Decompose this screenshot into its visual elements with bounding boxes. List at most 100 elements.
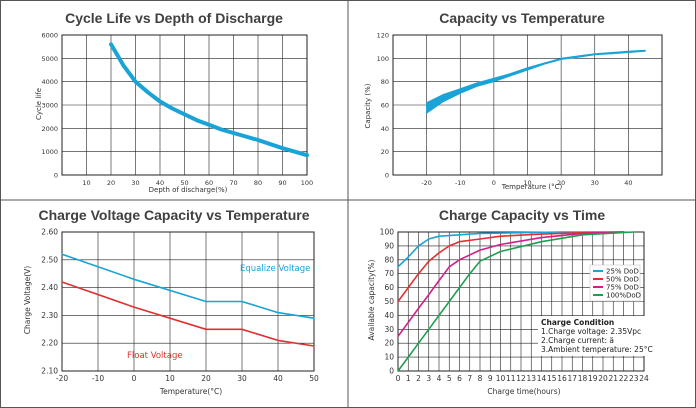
- y-tick-label: 1000: [41, 148, 58, 156]
- panel4-xlabel: Charge time(hours): [487, 387, 560, 396]
- y-tick-label: 80: [384, 255, 394, 264]
- x-tick-label: 80: [254, 179, 262, 187]
- x-tick-label: 12: [516, 374, 526, 383]
- series-line: [109, 42, 309, 158]
- series-50-dod: [397, 231, 625, 303]
- x-tick-label: 60: [205, 179, 213, 187]
- panel2-title: Capacity vs Temperature: [439, 10, 605, 26]
- x-tick-label: 0: [396, 374, 401, 383]
- equalize-voltage-label: Equalize Voltage: [240, 264, 310, 274]
- y-tick-label: 2.60: [41, 228, 58, 237]
- panel3-title: Charge Voltage Capacity vs Temperature: [38, 207, 309, 223]
- x-tick-label: 1: [406, 374, 411, 383]
- x-tick-label: 5: [447, 374, 452, 383]
- y-tick-label: 2000: [41, 125, 58, 133]
- x-tick-label: 30: [237, 374, 247, 383]
- x-tick-label: 8: [478, 374, 483, 383]
- x-tick-label: -20: [421, 179, 432, 187]
- panel1-plot: 0 1000 2000 3000 4000 5000 6000 10 20 30 40 50 60 70 8…: [41, 32, 313, 188]
- x-tick-label: 30: [591, 179, 599, 187]
- y-tick-label: 2.20: [41, 339, 58, 348]
- x-tick-label: 20: [557, 179, 565, 187]
- x-tick-label: 40: [624, 179, 632, 187]
- y-tick-label: 30: [384, 325, 394, 334]
- y-tick-label: 3000: [41, 102, 58, 110]
- x-tick-label: 24: [639, 374, 649, 383]
- x-tick-label: 0: [492, 179, 496, 187]
- series-25-dod: [397, 231, 625, 268]
- panel4-title: Charge Capacity vs Time: [439, 207, 605, 223]
- x-tick-label: 19: [588, 374, 598, 383]
- panel2-plot: 0 20 40 60 80 100 120 -20 -10 0 10 20 30 40: [377, 32, 663, 187]
- legend-label-100: 100%DoD: [606, 292, 641, 300]
- y-tick-label: 2.50: [41, 255, 58, 264]
- x-tick-label: 20: [107, 179, 115, 187]
- x-tick-label: 20: [598, 374, 608, 383]
- y-tick-label: 40: [381, 125, 389, 133]
- x-tick-label: 100: [301, 179, 313, 187]
- x-tick-label: 30: [131, 179, 139, 187]
- x-tick-label: 70: [229, 179, 237, 187]
- x-tick-label: 3: [426, 374, 431, 383]
- x-tick-label: 40: [156, 179, 164, 187]
- x-tick-label: 15: [547, 374, 557, 383]
- x-tick-label: -20: [56, 374, 68, 383]
- panel4-legend: 25% DoD 50% DoD 75% DoD 100%DoD: [589, 264, 641, 302]
- x-tick-label: 16: [557, 374, 567, 383]
- panel4-ylabel: Available capacity(%): [367, 259, 376, 340]
- charge-condition-title: Charge Condition: [541, 318, 614, 327]
- x-tick-label: 2: [416, 374, 421, 383]
- x-tick-label: -10: [92, 374, 104, 383]
- y-tick-label: 40: [384, 311, 394, 320]
- y-tick-label: 10: [384, 353, 394, 362]
- charge-condition-line-2: 2.Charge current: ä: [541, 336, 614, 345]
- x-tick-label: -10: [455, 179, 466, 187]
- y-tick-label: 0: [385, 172, 389, 180]
- charge-condition-line-1: 1.Charge voltage: 2.35Vpc: [541, 327, 641, 336]
- y-tick-label: 60: [381, 102, 389, 110]
- x-tick-label: 50: [309, 374, 319, 383]
- y-tick-label: 120: [377, 32, 389, 40]
- capacity-band: [426, 49, 646, 114]
- y-tick-label: 2.30: [41, 311, 58, 320]
- y-tick-label: 2.40: [41, 283, 58, 292]
- y-tick-label: 90: [384, 241, 394, 250]
- legend-label-75: 75% DoD: [606, 284, 639, 292]
- x-tick-label: 13: [526, 374, 536, 383]
- x-tick-label: 20: [201, 374, 211, 383]
- y-tick-label: 5000: [41, 55, 58, 63]
- legend-label-25: 25% DoD: [606, 268, 639, 276]
- y-tick-label: 100: [377, 55, 389, 63]
- x-tick-label: 23: [629, 374, 639, 383]
- x-tick-label: 90: [278, 179, 286, 187]
- x-tick-label: 10: [523, 179, 531, 187]
- panel1-ylabel: Cycle life: [35, 88, 43, 120]
- plot-area: [61, 231, 315, 372]
- x-tick-label: 10: [165, 374, 175, 383]
- y-tick-label: 6000: [41, 32, 58, 40]
- panel2-xlabel: Temperature (°C): [501, 183, 563, 191]
- y-tick-label: 20: [381, 148, 389, 156]
- x-tick-label: 4: [437, 374, 442, 383]
- panel3-xlabel: Temperature(°C): [159, 387, 222, 396]
- series-equalize-voltage: [61, 253, 315, 320]
- x-tick-label: 10: [496, 374, 506, 383]
- y-tick-label: 0: [389, 367, 394, 376]
- panel3-ylabel: Charge Voltage(V): [23, 266, 32, 334]
- y-tick-label: 2.10: [41, 367, 58, 376]
- series-float-voltage: [61, 281, 315, 347]
- x-tick-label: 17: [567, 374, 577, 383]
- x-tick-label: 10: [82, 179, 90, 187]
- y-tick-label: 0: [54, 172, 58, 180]
- x-tick-label: 11: [506, 374, 516, 383]
- panel1-xlabel: Depth of discharge(%): [149, 186, 228, 194]
- x-tick-label: 50: [180, 179, 188, 187]
- y-tick-label: 20: [384, 339, 394, 348]
- y-tick-label: 50: [384, 297, 394, 306]
- y-tick-label: 100: [380, 228, 395, 237]
- y-tick-label: 4000: [41, 78, 58, 86]
- series-75-dod: [397, 231, 625, 338]
- y-tick-label: 80: [381, 78, 389, 86]
